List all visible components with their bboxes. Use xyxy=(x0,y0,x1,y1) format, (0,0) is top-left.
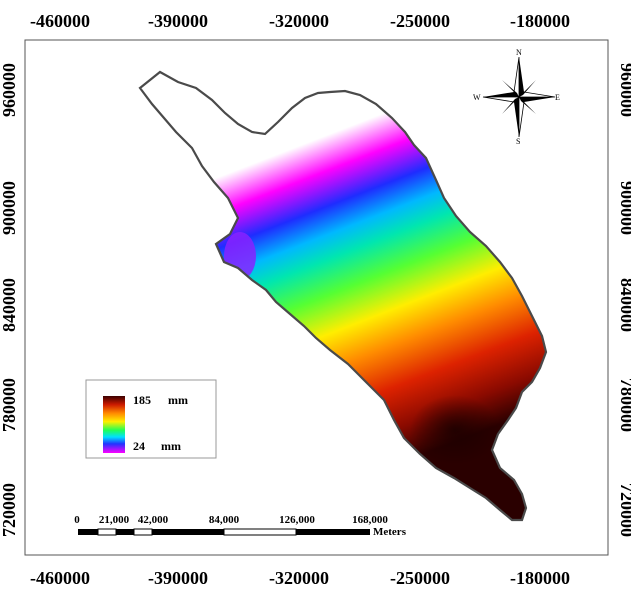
legend-max-label: 185 xyxy=(133,393,151,407)
legend: 185 mm 24 mm xyxy=(85,379,217,459)
x-tick-label: -320000 xyxy=(269,568,329,588)
y-axis-left: 960000 900000 840000 780000 720000 xyxy=(0,63,19,537)
y-tick-label: 720000 xyxy=(617,483,631,537)
legend-color-ramp xyxy=(103,396,125,453)
compass-e: E xyxy=(555,93,560,102)
scale-label: 168,000 xyxy=(352,514,388,526)
y-tick-label: 960000 xyxy=(617,63,631,117)
compass-w: W xyxy=(473,93,481,102)
x-axis-top: -460000 -390000 -320000 -250000 -180000 xyxy=(30,11,570,31)
scale-label: 126,000 xyxy=(279,514,315,526)
scale-label: 84,000 xyxy=(209,514,240,526)
legend-max-unit: mm xyxy=(168,393,188,407)
north-arrow-icon: N S E W xyxy=(473,48,560,146)
x-tick-label: -460000 xyxy=(30,568,90,588)
compass-s: S xyxy=(516,137,520,146)
scale-label: 0 xyxy=(74,514,80,526)
y-tick-label: 900000 xyxy=(617,181,631,235)
x-tick-label: -250000 xyxy=(390,568,450,588)
scale-bar: 0 21,000 42,000 84,000 126,000 168,000 M… xyxy=(74,514,406,538)
x-tick-label: -390000 xyxy=(148,11,208,31)
x-tick-label: -180000 xyxy=(510,11,570,31)
scale-label: 42,000 xyxy=(138,514,169,526)
x-tick-label: -250000 xyxy=(390,11,450,31)
x-axis-bottom: -460000 -390000 -320000 -250000 -180000 xyxy=(30,568,570,588)
y-tick-label: 840000 xyxy=(0,278,19,332)
y-axis-right: 960000 900000 840000 780000 720000 xyxy=(617,63,631,537)
x-tick-label: -460000 xyxy=(30,11,90,31)
x-tick-label: -390000 xyxy=(148,568,208,588)
legend-min-label: 24 xyxy=(133,439,145,453)
scale-unit: Meters xyxy=(373,526,407,538)
y-tick-label: 840000 xyxy=(617,278,631,332)
y-tick-label: 960000 xyxy=(0,63,19,117)
scale-label: 21,000 xyxy=(99,514,130,526)
x-tick-label: -180000 xyxy=(510,568,570,588)
y-tick-label: 900000 xyxy=(0,181,19,235)
y-tick-label: 720000 xyxy=(0,483,19,537)
region-outline xyxy=(138,70,548,522)
compass-n: N xyxy=(516,48,522,57)
x-tick-label: -320000 xyxy=(269,11,329,31)
legend-min-unit: mm xyxy=(161,439,181,453)
y-tick-label: 780000 xyxy=(617,378,631,432)
y-tick-label: 780000 xyxy=(0,378,19,432)
